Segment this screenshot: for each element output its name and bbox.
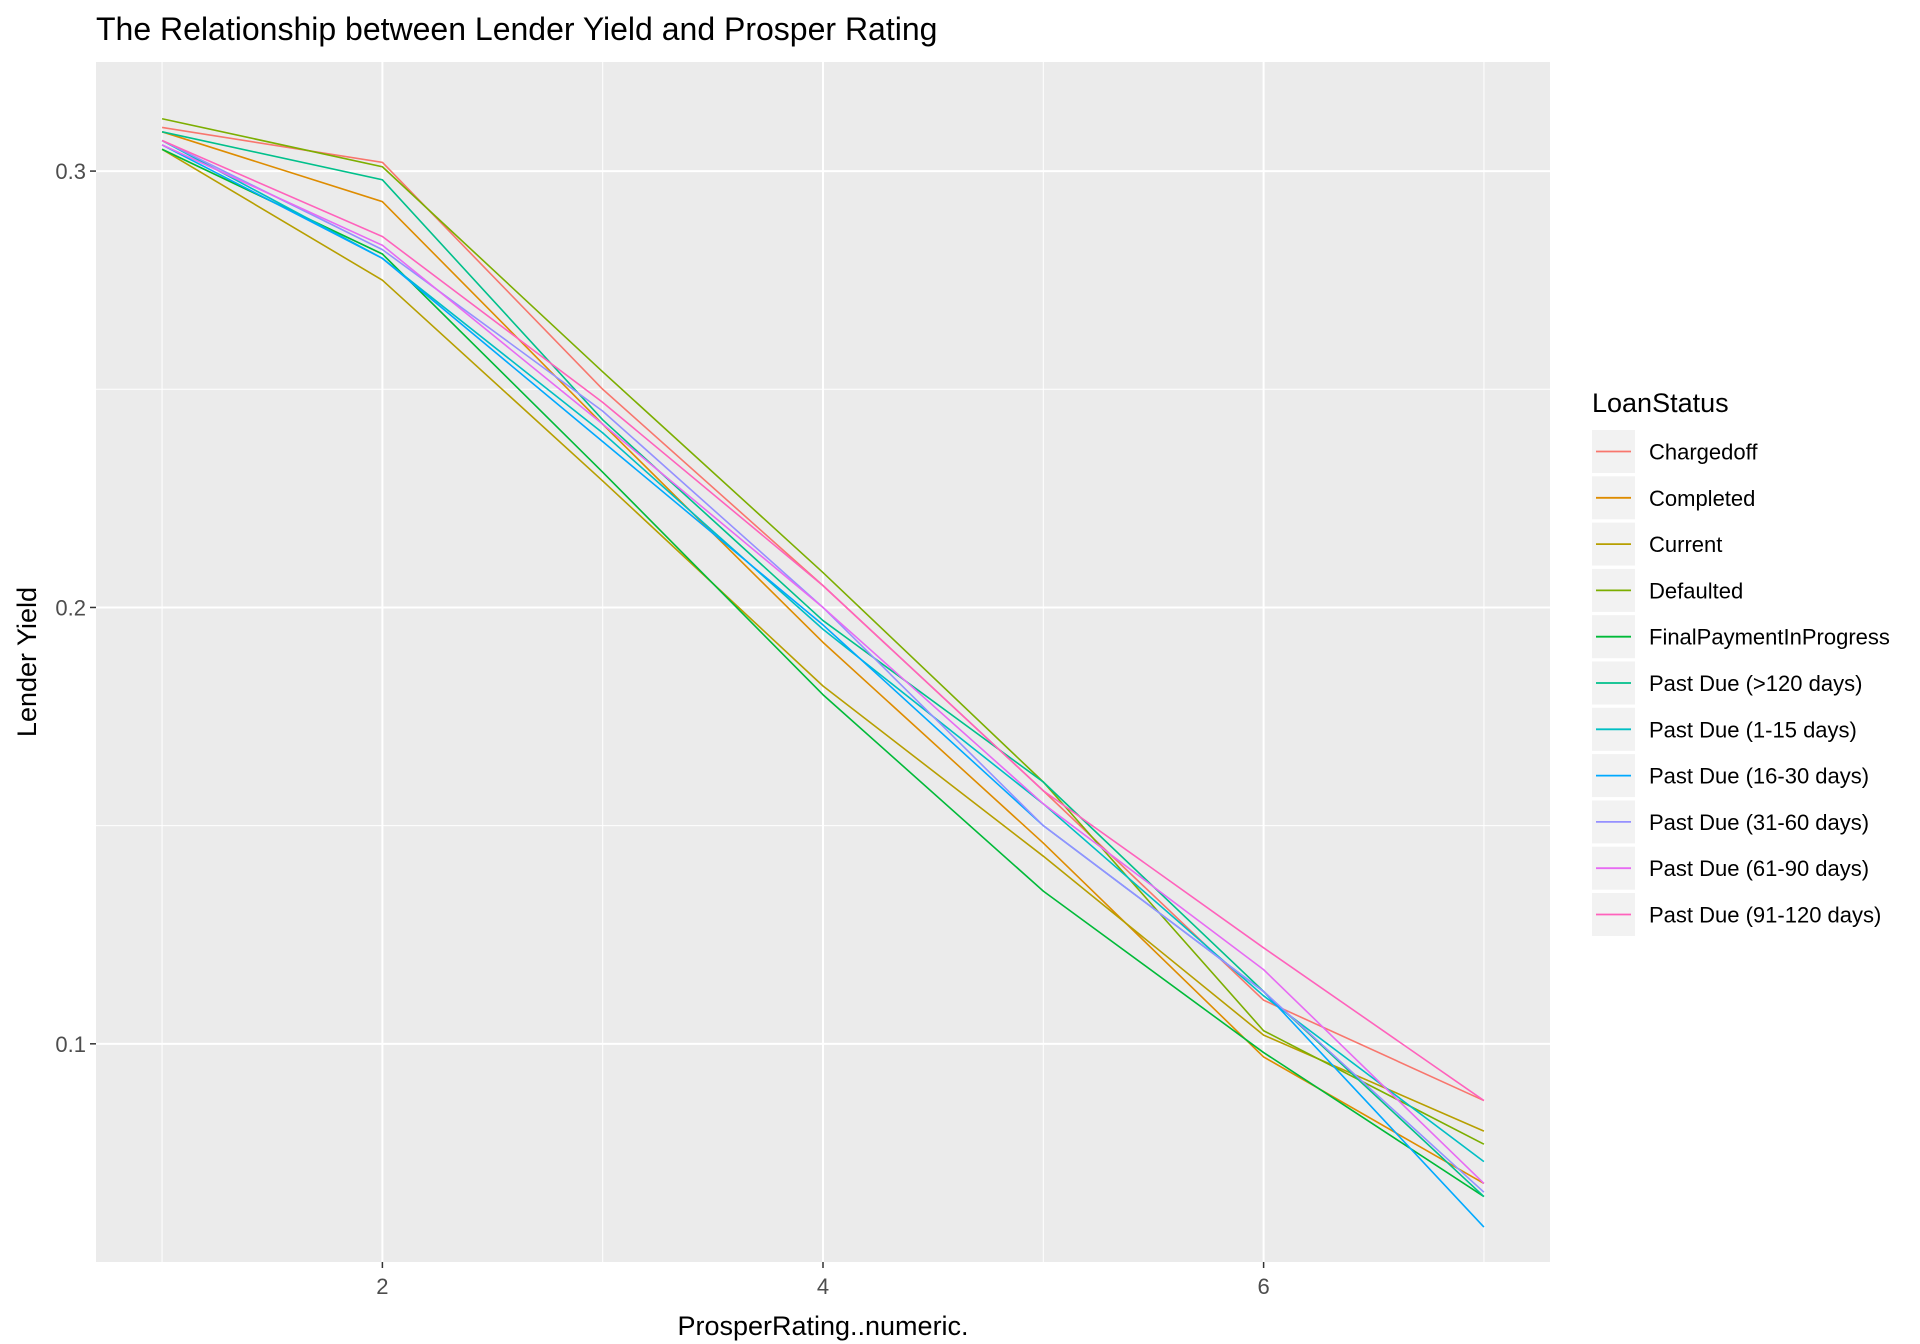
legend-items: Chargedoff Completed Current Defaulted Final…: [1592, 430, 1890, 936]
y-tick-label: 0.3: [55, 159, 86, 184]
legend-label: Past Due (1-15 days): [1649, 717, 1857, 742]
legend-item: Past Due (>120 days): [1592, 661, 1862, 705]
series-line: [161, 139, 1485, 1102]
x-tick-label: 4: [817, 1274, 829, 1299]
y-axis: 0.1 0.2 0.3: [55, 159, 96, 1057]
x-axis: 2 4 6: [376, 1262, 1270, 1299]
legend-item: Completed: [1592, 476, 1755, 520]
chart-title: The Relationship between Lender Yield an…: [96, 11, 937, 47]
legend-item: Defaulted: [1592, 568, 1743, 612]
legend-label: Past Due (61-90 days): [1649, 856, 1869, 881]
legend-label: Past Due (91-120 days): [1649, 903, 1881, 928]
series-line: [161, 131, 1485, 1185]
x-axis-title: ProsperRating..numeric.: [677, 1311, 968, 1341]
legend-item: FinalPaymentInProgress: [1592, 615, 1890, 659]
x-tick-label: 2: [376, 1274, 388, 1299]
legend-item: Past Due (31-60 days): [1592, 800, 1869, 844]
series-line: [161, 148, 1485, 1132]
series-line: [161, 144, 1485, 1185]
series-line: [161, 117, 1485, 1145]
legend-label: Current: [1649, 532, 1722, 557]
legend-item: Past Due (61-90 days): [1592, 846, 1869, 890]
legend-item: Chargedoff: [1592, 430, 1758, 473]
y-tick-label: 0.2: [55, 595, 86, 620]
legend-title: LoanStatus: [1592, 388, 1729, 418]
legend: LoanStatus Chargedoff Completed Current Def…: [1592, 388, 1890, 936]
legend-label: Past Due (31-60 days): [1649, 810, 1869, 835]
legend-label: FinalPaymentInProgress: [1649, 625, 1890, 650]
legend-item: Current: [1592, 522, 1722, 566]
legend-label: Defaulted: [1649, 578, 1743, 603]
legend-label: Past Due (16-30 days): [1649, 764, 1869, 789]
legend-item: Past Due (91-120 days): [1592, 893, 1881, 936]
legend-item: Past Due (16-30 days): [1592, 754, 1869, 798]
legend-label: Chargedoff: [1649, 440, 1758, 465]
y-axis-title: Lender Yield: [12, 587, 42, 737]
legend-label: Completed: [1649, 486, 1755, 511]
series-line: [161, 148, 1485, 1198]
x-tick-label: 6: [1257, 1274, 1269, 1299]
series-lines: [161, 117, 1485, 1228]
legend-label: Past Due (>120 days): [1649, 671, 1862, 696]
legend-item: Past Due (1-15 days): [1592, 707, 1857, 751]
y-tick-label: 0.1: [55, 1032, 86, 1057]
